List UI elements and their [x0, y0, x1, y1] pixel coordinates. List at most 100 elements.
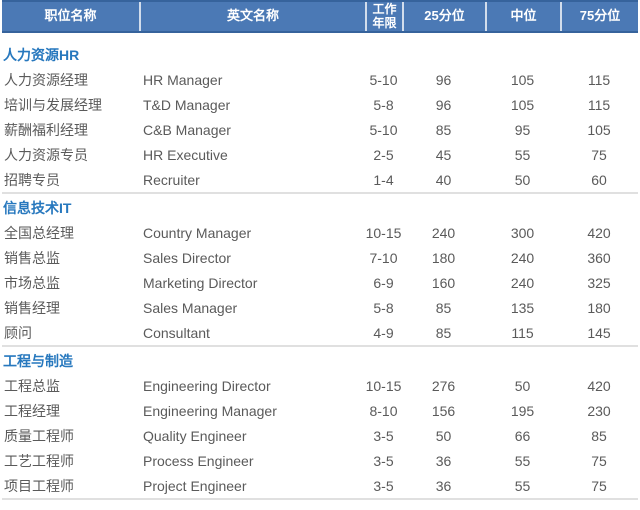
section-rows: 全国总经理 Country Manager 10-15 240 300 420 … [2, 220, 638, 345]
cell-years-experience: 5-8 [373, 299, 394, 316]
cell-job-title-en: Recruiter [143, 171, 200, 188]
cell-75th-percentile: 60 [591, 171, 607, 188]
cell-job-title-en: Sales Director [143, 249, 231, 266]
cell-job-title-en: HR Executive [143, 146, 228, 163]
cell-job-title-cn: 招聘专员 [4, 171, 60, 188]
cell-median: 115 [511, 324, 534, 341]
table-row: 人力资源专员 HR Executive 2-5 45 55 75 [2, 142, 638, 167]
cell-75th-percentile: 325 [587, 274, 611, 291]
table-section: 信息技术IT 全国总经理 Country Manager 10-15 240 3… [2, 194, 638, 347]
cell-75th-percentile: 115 [587, 71, 611, 88]
cell-median: 50 [514, 377, 531, 394]
cell-years-experience: 5-8 [373, 96, 394, 113]
cell-job-title-en: Engineering Director [143, 377, 271, 394]
table-row: 工程总监 Engineering Director 10-15 276 50 4… [2, 373, 638, 398]
cell-75th-percentile: 420 [587, 377, 611, 394]
cell-median: 50 [514, 171, 531, 188]
table-row: 工艺工程师 Process Engineer 3-5 36 55 75 [2, 448, 638, 473]
cell-median: 135 [510, 299, 535, 316]
cell-median: 55 [514, 146, 531, 163]
cell-job-title-cn: 人力资源专员 [4, 146, 88, 163]
header-cell-job-title-cn: 职位名称 [44, 8, 97, 24]
cell-job-title-cn: 市场总监 [4, 274, 60, 291]
cell-25th-percentile: 50 [435, 427, 452, 444]
table-row: 销售经理 Sales Manager 5-8 85 135 180 [2, 295, 638, 320]
cell-job-title-en: T&D Manager [143, 96, 231, 113]
cell-job-title-cn: 工程总监 [4, 377, 60, 394]
header-cell-25th-percentile: 25分位 [402, 2, 485, 31]
cell-years-experience: 10-15 [365, 224, 402, 241]
cell-75th-percentile: 75 [591, 477, 607, 494]
section-rows: 工程总监 Engineering Director 10-15 276 50 4… [2, 373, 638, 498]
cell-25th-percentile: 85 [435, 121, 452, 138]
table-section: 人力资源HR 人力资源经理 HR Manager 5-10 96 105 115… [2, 41, 638, 194]
table-row: 薪酬福利经理 C&B Manager 5-10 85 95 105 [2, 117, 638, 142]
cell-job-title-cn: 顾问 [4, 324, 32, 341]
cell-years-experience: 8-10 [369, 402, 398, 419]
cell-75th-percentile: 145 [587, 324, 611, 341]
table-row: 市场总监 Marketing Director 6-9 160 240 325 [2, 270, 638, 295]
cell-job-title-en: Engineering Manager [143, 402, 277, 419]
header-cell-job-title-en: 英文名称 [139, 2, 365, 31]
cell-years-experience: 10-15 [365, 377, 402, 394]
cell-75th-percentile: 180 [587, 299, 611, 316]
cell-years-experience: 7-10 [369, 249, 398, 266]
cell-years-experience: 5-10 [369, 71, 398, 88]
cell-job-title-en: Sales Manager [143, 299, 238, 316]
cell-years-experience: 2-5 [373, 146, 394, 163]
salary-percentile-table: 职位名称 英文名称 工作年限 25分位 中位 75分位 人力资源HR 人力资源经… [2, 0, 638, 500]
cell-median: 66 [514, 427, 531, 444]
cell-25th-percentile: 36 [435, 477, 452, 494]
cell-years-experience: 3-5 [373, 427, 394, 444]
table-row: 人力资源经理 HR Manager 5-10 96 105 115 [2, 67, 638, 92]
cell-job-title-cn: 全国总经理 [4, 224, 74, 241]
cell-median: 240 [510, 249, 535, 266]
cell-median: 195 [510, 402, 535, 419]
cell-25th-percentile: 45 [435, 146, 452, 163]
cell-median: 55 [514, 477, 531, 494]
table-row: 销售总监 Sales Director 7-10 180 240 360 [2, 245, 638, 270]
cell-job-title-cn: 项目工程师 [4, 477, 74, 494]
cell-median: 105 [510, 96, 535, 113]
cell-25th-percentile: 96 [435, 96, 452, 113]
cell-job-title-cn: 工艺工程师 [4, 452, 74, 469]
cell-years-experience: 3-5 [373, 477, 394, 494]
cell-job-title-cn: 质量工程师 [4, 427, 74, 444]
table-row: 全国总经理 Country Manager 10-15 240 300 420 [2, 220, 638, 245]
cell-75th-percentile: 230 [587, 402, 611, 419]
cell-75th-percentile: 105 [587, 121, 611, 138]
cell-job-title-en: Consultant [143, 324, 210, 341]
cell-years-experience: 5-10 [369, 121, 398, 138]
section-title: 信息技术IT [3, 200, 72, 216]
table-row: 质量工程师 Quality Engineer 3-5 50 66 85 [2, 423, 638, 448]
cell-25th-percentile: 180 [431, 249, 456, 266]
header-cell-years-experience: 工作年限 [365, 2, 402, 31]
cell-years-experience: 4-9 [373, 324, 394, 341]
cell-job-title-cn: 销售总监 [4, 249, 60, 266]
cell-job-title-en: C&B Manager [143, 121, 231, 138]
cell-years-experience: 3-5 [373, 452, 394, 469]
cell-job-title-cn: 人力资源经理 [4, 71, 88, 88]
cell-25th-percentile: 96 [435, 71, 452, 88]
header-cell-75th-percentile: 75分位 [560, 2, 638, 31]
table-row: 工程经理 Engineering Manager 8-10 156 195 23… [2, 398, 638, 423]
cell-25th-percentile: 85 [435, 299, 452, 316]
header-cell-median: 中位 [485, 2, 560, 31]
cell-job-title-en: Process Engineer [143, 452, 254, 469]
cell-median: 240 [510, 274, 535, 291]
cell-75th-percentile: 115 [587, 96, 611, 113]
cell-75th-percentile: 75 [591, 146, 607, 163]
section-rows: 人力资源经理 HR Manager 5-10 96 105 115 培训与发展经… [2, 67, 638, 192]
cell-25th-percentile: 36 [435, 452, 452, 469]
table-body: 人力资源HR 人力资源经理 HR Manager 5-10 96 105 115… [2, 41, 638, 500]
cell-25th-percentile: 240 [431, 224, 456, 241]
section-title: 工程与制造 [3, 353, 73, 369]
cell-job-title-en: Quality Engineer [143, 427, 247, 444]
cell-75th-percentile: 360 [587, 249, 611, 266]
section-title: 人力资源HR [3, 47, 80, 63]
table-row: 培训与发展经理 T&D Manager 5-8 96 105 115 [2, 92, 638, 117]
cell-median: 105 [510, 71, 535, 88]
cell-75th-percentile: 75 [591, 452, 607, 469]
table-row: 项目工程师 Project Engineer 3-5 36 55 75 [2, 473, 638, 498]
